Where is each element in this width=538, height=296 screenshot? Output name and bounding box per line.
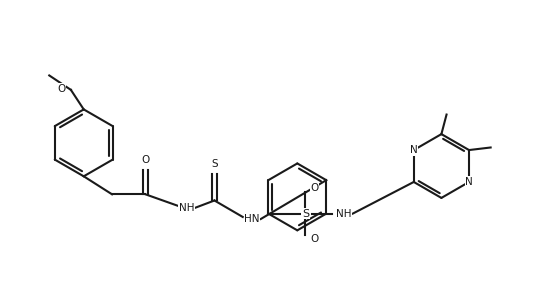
Text: S: S (302, 209, 309, 219)
Text: O: O (310, 183, 319, 193)
Text: S: S (211, 160, 218, 170)
Text: NH: NH (179, 203, 194, 213)
Text: O: O (310, 234, 319, 244)
Text: O: O (58, 84, 66, 94)
Text: O: O (141, 155, 150, 165)
Text: HN: HN (244, 214, 260, 224)
Text: N: N (410, 145, 417, 155)
Text: NH: NH (336, 209, 351, 219)
Text: N: N (465, 177, 473, 187)
